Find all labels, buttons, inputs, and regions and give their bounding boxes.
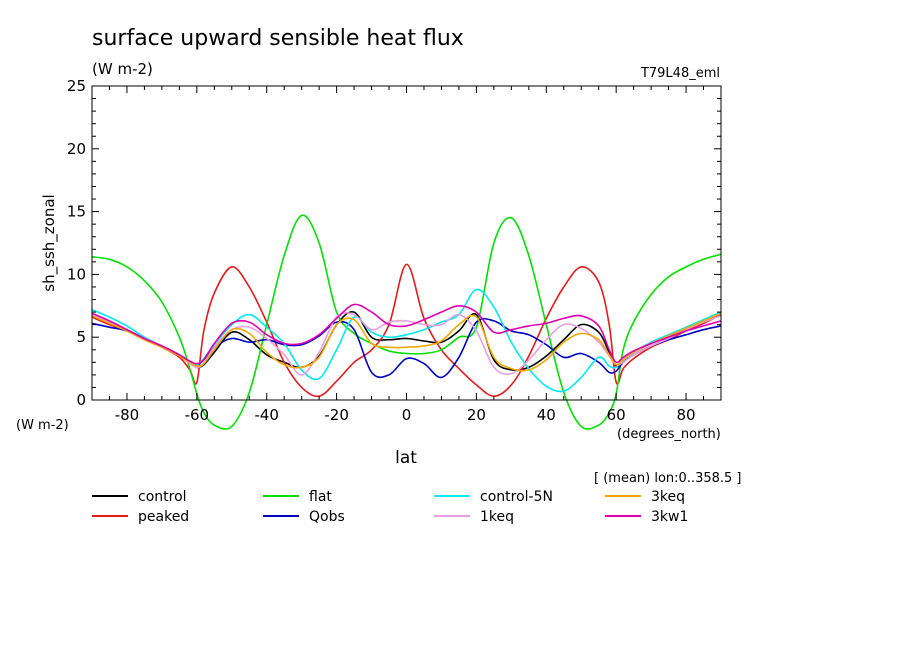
legend-label-1keq: 1keq — [480, 509, 514, 525]
x-tick-label: -20 — [324, 406, 349, 424]
x-tick-label: -80 — [115, 406, 140, 424]
legend-label-control-5n: control-5N — [480, 489, 553, 505]
series-line-qobs — [92, 317, 721, 379]
series-line-flat — [92, 214, 721, 430]
x-tick-label: 80 — [677, 406, 696, 424]
y-tick-label: 25 — [67, 77, 86, 95]
series-line-3keq — [92, 312, 721, 372]
y-tick-label: 15 — [67, 203, 86, 221]
experiment-label: T79L48_eml — [640, 66, 720, 81]
legend-label-peaked: peaked — [138, 509, 189, 525]
x-tick-label: 20 — [467, 406, 486, 424]
legend-label-flat: flat — [309, 489, 332, 505]
legend-label-3keq: 3keq — [651, 489, 685, 505]
x-tick-label: -40 — [254, 406, 279, 424]
legend-label-3kw1: 3kw1 — [651, 509, 688, 525]
x-tick-label: 40 — [537, 406, 556, 424]
series-line-peaked — [92, 263, 721, 398]
y-tick-label: 20 — [67, 140, 86, 158]
x-tick-label: 60 — [607, 406, 626, 424]
y-axis-label: sh_ssh_zonal — [40, 194, 59, 291]
x-axis-label: lat — [395, 448, 417, 468]
legend: control flat control-5N 3keq peaked Qobs 1keq 3… — [92, 489, 688, 525]
chart-units: (W m-2) — [92, 60, 153, 78]
x-axis-units: (degrees_north) — [617, 427, 721, 442]
series-lines — [92, 214, 721, 430]
series-line-3kw1 — [92, 303, 721, 365]
y-tick-label: 10 — [67, 265, 86, 283]
y-axis-units: (W m-2) — [16, 418, 69, 433]
x-tick-label: 0 — [402, 406, 412, 424]
annotation: [ (mean) lon:0..358.5 ] — [594, 471, 742, 486]
axes: -80 -60 -40 -20 0 20 40 60 80 0 5 10 15 20 25 — [67, 77, 722, 424]
legend-label-control: control — [138, 489, 187, 505]
y-tick-label: 0 — [76, 391, 86, 409]
chart-title: surface upward sensible heat flux — [92, 26, 464, 51]
legend-label-qobs: Qobs — [309, 509, 345, 525]
x-tick-label: -60 — [185, 406, 210, 424]
y-tick-label: 5 — [76, 328, 86, 346]
